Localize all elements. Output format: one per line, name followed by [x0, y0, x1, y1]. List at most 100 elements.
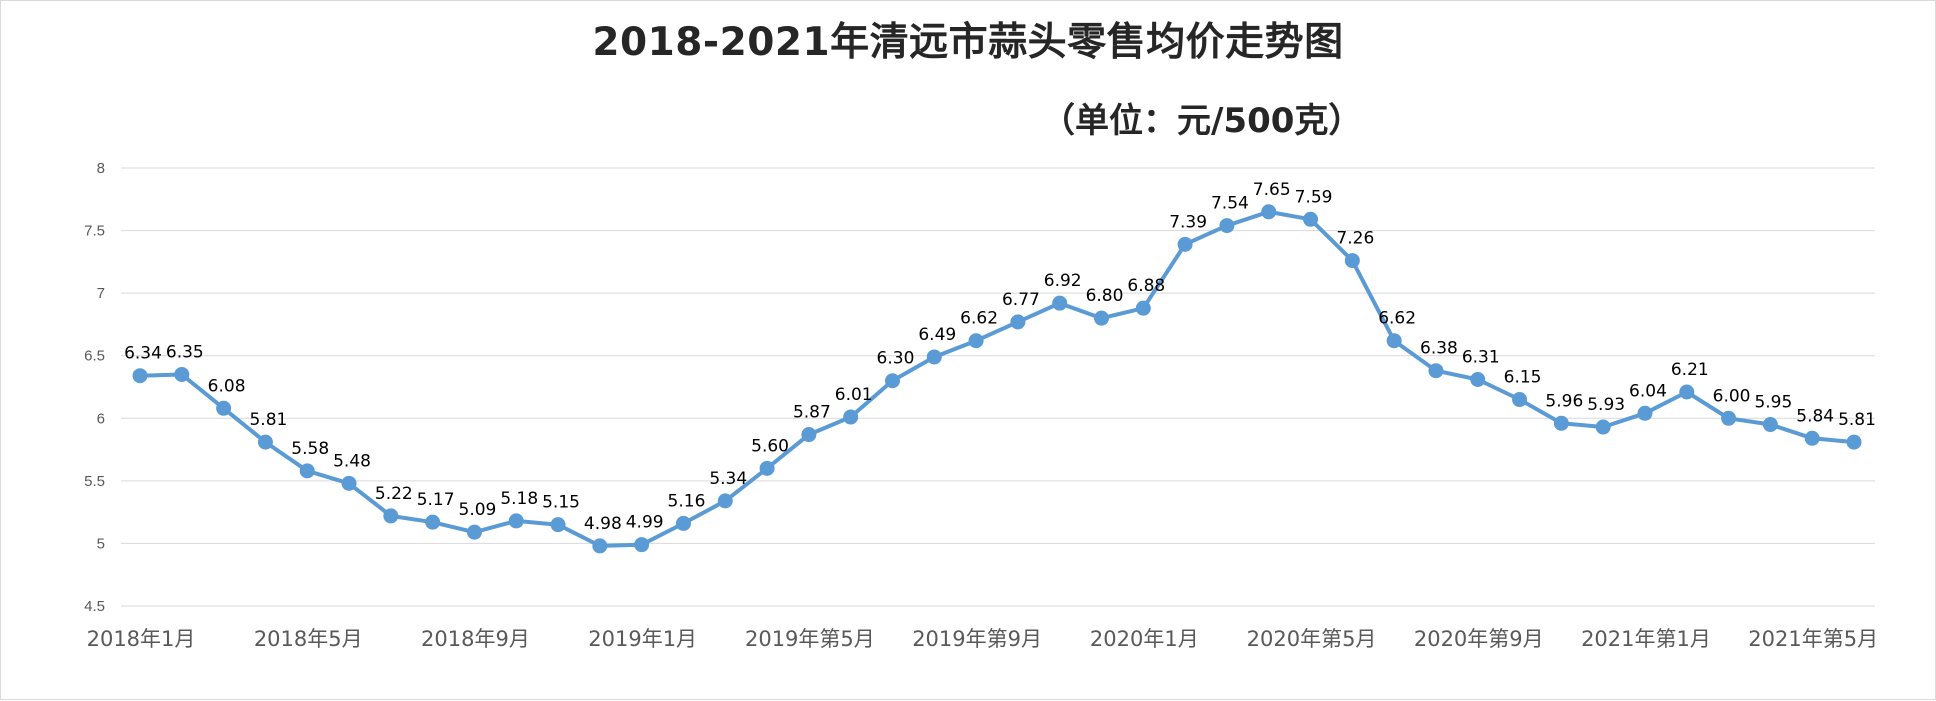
data-label: 6.62	[1378, 309, 1416, 329]
data-point	[1094, 310, 1110, 326]
data-label: 5.16	[668, 491, 706, 511]
data-label: 4.99	[626, 513, 664, 533]
data-label: 6.30	[877, 349, 915, 369]
data-labels: 6.34 6.356.085.815.585.485.22 5.175.095.18…	[124, 180, 1876, 534]
data-point	[1052, 295, 1068, 311]
data-label: 5.95	[1754, 393, 1792, 413]
data-label: 6.49	[918, 325, 956, 345]
y-tick-label: 8	[97, 160, 105, 177]
data-label: 5.15	[542, 493, 580, 513]
chart-title: 2018-2021年清远市蒜头零售均价走势图	[592, 20, 1344, 65]
data-point	[1428, 363, 1444, 379]
data-label: 7.26	[1336, 229, 1374, 249]
data-point	[1804, 430, 1820, 446]
data-label: 6.15	[1504, 368, 1542, 388]
data-point	[926, 349, 942, 365]
y-tick-label: 4.5	[84, 598, 105, 615]
data-label: 5.93	[1587, 395, 1625, 415]
data-point	[675, 515, 691, 531]
data-label: 6.04	[1629, 381, 1667, 401]
data-point	[174, 366, 190, 382]
data-point	[759, 460, 775, 476]
data-point	[1386, 333, 1402, 349]
y-axis-ticks: 4.5 5 5.5 6 6.5 7 7.5 8	[84, 160, 105, 615]
data-point	[1261, 204, 1277, 220]
data-point	[1512, 392, 1528, 408]
data-point	[884, 373, 900, 389]
y-tick-label: 7.5	[84, 223, 105, 240]
data-label: 6.31	[1462, 347, 1500, 367]
data-label: 6.77	[1002, 290, 1040, 310]
data-point	[425, 514, 441, 530]
data-point	[634, 537, 650, 553]
x-tick-label: 2019年第5月	[745, 627, 875, 651]
data-point	[257, 434, 273, 450]
data-point	[508, 513, 524, 529]
data-point	[132, 368, 148, 384]
data-point	[1679, 384, 1695, 400]
x-tick-label: 2021年第5月	[1748, 627, 1878, 651]
data-label: 7.59	[1295, 187, 1333, 207]
data-point	[1553, 415, 1569, 431]
data-label: 5.17	[417, 490, 455, 510]
data-label: 5.22	[375, 484, 413, 504]
x-tick-label: 2021年第1月	[1581, 627, 1711, 651]
y-tick-label: 6.5	[84, 348, 105, 365]
data-point	[1219, 218, 1235, 234]
data-point	[216, 400, 232, 416]
data-point	[1177, 236, 1193, 252]
data-point	[341, 475, 357, 491]
data-point	[1595, 419, 1611, 435]
y-tick-label: 7	[97, 285, 105, 302]
data-label: 5.18	[500, 489, 538, 509]
data-points	[132, 204, 1862, 554]
y-tick-label: 5.5	[84, 473, 105, 490]
data-point	[550, 517, 566, 533]
data-point	[1762, 417, 1778, 433]
data-label: 7.54	[1211, 194, 1249, 214]
data-point	[1637, 405, 1653, 421]
x-tick-label: 2019年1月	[588, 627, 697, 651]
data-label: 5.48	[333, 451, 371, 471]
x-tick-label: 2018年1月	[87, 627, 196, 651]
data-label: 6.21	[1671, 360, 1709, 380]
data-point	[843, 409, 859, 425]
y-tick-label: 5	[97, 535, 105, 552]
data-point	[717, 493, 733, 509]
data-label: 5.34	[709, 469, 747, 489]
x-tick-label: 2020年1月	[1090, 627, 1199, 651]
data-label: 5.60	[751, 436, 789, 456]
data-label: 5.87	[793, 403, 831, 423]
data-label: 4.98	[584, 514, 622, 534]
data-point	[1344, 253, 1360, 269]
x-tick-label: 2019年第9月	[912, 627, 1042, 651]
x-axis-ticks: 2018年1月 2018年5月 2018年9月 2019年1月 2019年第5月 2019…	[87, 627, 1879, 651]
data-label: 5.81	[1838, 410, 1876, 430]
y-tick-label: 6	[97, 410, 105, 427]
data-label: 6.80	[1086, 286, 1124, 306]
x-tick-label: 2020年第9月	[1414, 627, 1544, 651]
data-point	[383, 508, 399, 524]
data-label: 5.81	[249, 410, 287, 430]
data-point	[1010, 314, 1026, 330]
data-point	[1470, 371, 1486, 387]
data-point	[299, 463, 315, 479]
gridlines	[121, 167, 1875, 607]
data-label: 6.92	[1044, 271, 1082, 291]
data-point	[1846, 434, 1862, 450]
x-tick-label: 2018年9月	[421, 627, 530, 651]
data-label: 7.39	[1169, 212, 1207, 232]
data-label: 5.09	[459, 500, 497, 520]
data-label: 6.08	[208, 376, 246, 396]
data-point	[1721, 410, 1737, 426]
x-tick-label: 2018年5月	[254, 627, 363, 651]
data-label: 6.62	[960, 309, 998, 329]
chart-subtitle: （单位：元/500克）	[1041, 101, 1363, 141]
data-label: 6.01	[835, 385, 873, 405]
data-label: 6.34	[124, 344, 162, 364]
data-label: 5.84	[1796, 406, 1834, 426]
data-label: 6.35	[166, 342, 204, 362]
data-label: 6.38	[1420, 339, 1458, 359]
